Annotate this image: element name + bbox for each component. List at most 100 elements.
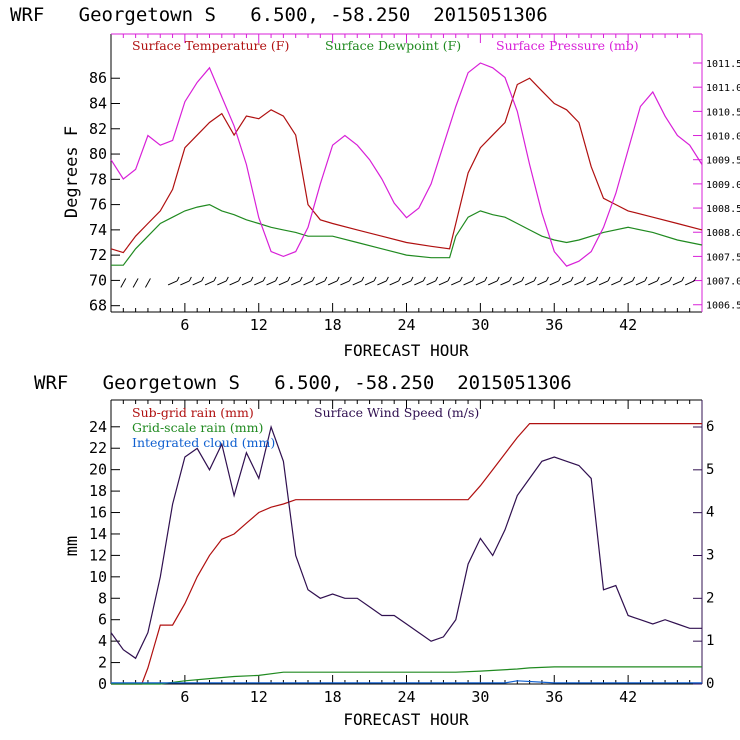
y-tick-label: 84 <box>89 95 107 113</box>
wind-barb <box>352 280 362 286</box>
chart-1-x-label: FORECAST HOUR <box>343 341 469 360</box>
x-tick-label: 18 <box>324 316 342 334</box>
wind-barb <box>574 280 584 286</box>
series-line-gridscale-rain <box>111 666 702 685</box>
wind-barb <box>132 278 139 288</box>
y2-tick-label: 0 <box>706 676 714 692</box>
x-tick-label: 24 <box>397 316 415 334</box>
y-tick-label: 4 <box>98 632 107 650</box>
wind-barb-flag <box>176 276 180 282</box>
wind-barb <box>537 280 547 286</box>
chart-2-legend: Sub-grid rain (mm) Surface Wind Speed (m… <box>132 405 479 450</box>
wind-barb-flag <box>681 276 685 282</box>
wind-barb-flag <box>545 276 549 282</box>
wind-barb-flag <box>509 276 512 282</box>
x-tick-label: 18 <box>324 688 342 706</box>
chart-2-x-label: FORECAST HOUR <box>343 710 469 729</box>
wind-barb <box>389 280 399 286</box>
wind-barb <box>586 280 596 286</box>
wind-barb <box>303 280 313 286</box>
wind-barb <box>192 280 202 286</box>
wind-barb <box>377 280 387 286</box>
wind-barb-flag <box>201 276 205 282</box>
wind-barb-flag <box>435 276 439 282</box>
wind-barb <box>340 280 350 286</box>
wind-barb <box>414 280 424 286</box>
wind-barb-flag <box>533 276 537 282</box>
y2-tick-label: 1008.0 <box>706 228 740 239</box>
wind-barb-flag <box>398 276 402 282</box>
y2-tick-label: 3 <box>706 547 714 563</box>
y2-tick-label: 2 <box>706 590 714 606</box>
y2-tick-label: 1011.5 <box>706 59 740 70</box>
x-tick-label: 36 <box>545 316 563 334</box>
wind-barb-flag <box>312 276 315 282</box>
wind-barb <box>660 280 670 286</box>
y-tick-label: 74 <box>89 221 107 239</box>
y2-tick-label: 1007.0 <box>706 277 740 288</box>
y-tick-label: 10 <box>89 568 107 586</box>
x-tick-label: 6 <box>180 316 189 334</box>
wind-barb-flag <box>410 276 414 282</box>
y-tick-label: 78 <box>89 170 107 188</box>
wind-barb-flag <box>188 276 192 282</box>
wind-barb <box>672 280 683 286</box>
y-tick-label: 68 <box>89 297 107 315</box>
y-tick-label: 76 <box>89 196 107 214</box>
wind-barb <box>241 280 252 286</box>
wind-barb-flag <box>496 276 500 282</box>
y2-tick-label: 1006.5 <box>706 301 740 312</box>
wind-barb-flag <box>213 276 217 282</box>
chart-1-legend: Surface Temperature (F) Surface Dewpoint… <box>132 38 639 53</box>
wind-barb-flag <box>287 276 291 282</box>
y2-tick-label: 1010.5 <box>706 107 740 118</box>
wind-barb-flag <box>361 276 365 282</box>
wind-barb-flag <box>472 276 476 282</box>
wind-barb <box>120 278 127 288</box>
wind-barb-flag <box>225 276 229 282</box>
wind-barb-flag <box>484 276 488 282</box>
x-tick-label: 36 <box>545 688 563 706</box>
wind-barb <box>487 280 498 286</box>
y-tick-label: 86 <box>89 69 107 87</box>
y2-tick-label: 1008.5 <box>706 204 740 215</box>
x-tick-label: 24 <box>397 688 415 706</box>
wind-barb <box>290 280 301 286</box>
chart-2-title: WRF Georgetown S 6.500, -58.250 20150513… <box>34 372 572 394</box>
wind-barb-flag <box>459 276 463 282</box>
y-tick-label: 80 <box>89 145 107 163</box>
wind-barb-flag <box>644 276 648 282</box>
wind-barb-flag <box>299 276 303 282</box>
y-tick-label: 18 <box>89 482 107 500</box>
wind-barb <box>364 280 375 286</box>
wind-barb <box>145 278 151 288</box>
wind-barb-flag <box>348 276 352 282</box>
y-tick-label: 24 <box>89 418 107 436</box>
wind-barb-flag <box>693 276 697 282</box>
x-tick-label: 30 <box>471 688 489 706</box>
legend-integrated-cloud: Integrated cloud (mm) <box>132 435 275 450</box>
chart-1-series <box>110 62 703 267</box>
wind-barb <box>217 280 227 286</box>
wind-barb-flag <box>619 276 623 282</box>
wind-barb-flag <box>656 276 660 282</box>
series-line-temperature <box>110 77 703 254</box>
y2-tick-label: 1010.0 <box>706 132 740 143</box>
wind-barb-flag <box>238 276 242 282</box>
wind-barb-flag <box>336 276 340 282</box>
wind-barb <box>315 280 326 286</box>
wind-barb <box>561 280 572 286</box>
y-tick-label: 82 <box>89 120 107 138</box>
wind-barb-flag <box>385 276 389 282</box>
wind-barb <box>254 280 264 286</box>
wind-barb <box>229 280 239 286</box>
wind-barb <box>266 280 276 286</box>
y2-tick-label: 6 <box>706 419 714 435</box>
legend-gridscale-rain: Grid-scale rain (mm) <box>132 420 263 435</box>
x-tick-label: 42 <box>619 316 637 334</box>
wind-barb-flag <box>447 276 451 282</box>
wind-barb-flag <box>275 276 279 282</box>
y-tick-label: 70 <box>89 271 107 289</box>
y2-tick-label: 5 <box>706 462 714 478</box>
